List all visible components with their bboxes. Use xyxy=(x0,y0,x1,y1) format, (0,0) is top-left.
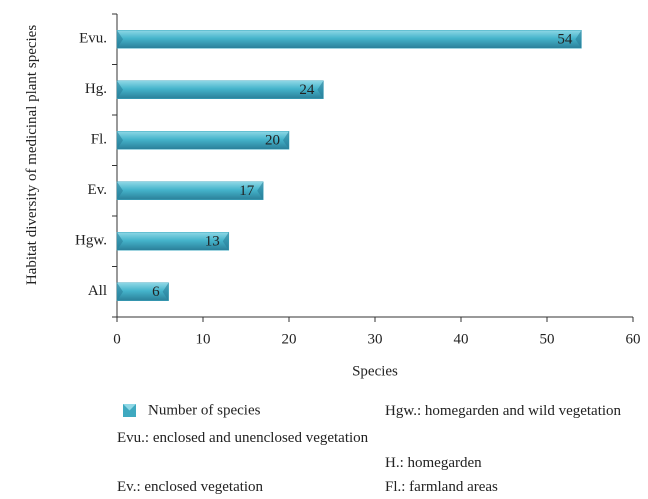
x-tick-label: 10 xyxy=(196,331,211,347)
x-tick-label: 20 xyxy=(282,331,297,347)
y-tick-label: All xyxy=(88,283,107,299)
note: Evu.: enclosed and unenclosed vegetation xyxy=(117,430,369,446)
note: Hgw.: homegarden and wild vegetation xyxy=(385,403,622,419)
x-tick-label: 50 xyxy=(540,331,555,347)
value-label: 54 xyxy=(557,32,573,48)
legend-label: Number of species xyxy=(148,402,261,418)
x-tick-label: 30 xyxy=(368,331,383,347)
value-label: 24 xyxy=(299,82,315,98)
bar-bevel xyxy=(317,80,324,99)
bar-bevel xyxy=(117,80,123,99)
bar-bevel xyxy=(575,30,582,49)
note: Ev.: enclosed vegetation xyxy=(117,479,264,495)
note: H.: homegarden xyxy=(385,455,482,471)
note: Fl.: farmland areas xyxy=(385,479,498,495)
bar-bevel xyxy=(117,131,123,150)
x-axis-label: Species xyxy=(352,363,398,379)
value-label: 20 xyxy=(265,133,280,149)
y-tick-label: Ev. xyxy=(88,182,107,198)
bar xyxy=(116,131,290,150)
bar-bevel xyxy=(117,282,123,301)
legend-swatch-bevel xyxy=(123,404,136,411)
bar-bevel xyxy=(222,232,229,251)
bar-bevel xyxy=(117,232,123,251)
y-axis-label: Habitat diversity of medicinal plant spe… xyxy=(24,24,40,286)
bar-bevel xyxy=(162,282,169,301)
bar-bevel xyxy=(117,30,123,49)
y-tick-label: Fl. xyxy=(91,132,107,148)
x-tick-label: 0 xyxy=(113,331,121,347)
value-label: 13 xyxy=(205,234,220,250)
value-label: 6 xyxy=(152,284,160,300)
bar-bevel xyxy=(283,131,289,150)
y-tick-label: Hgw. xyxy=(75,233,107,249)
bar-bevel xyxy=(117,181,123,200)
bar xyxy=(116,30,582,49)
value-label: 17 xyxy=(239,183,255,199)
bar xyxy=(116,80,324,99)
x-tick-label: 60 xyxy=(626,331,641,347)
y-tick-label: Evu. xyxy=(79,31,107,47)
bar-bevel xyxy=(257,181,264,200)
x-tick-label: 40 xyxy=(454,331,469,347)
y-tick-label: Hg. xyxy=(85,81,107,97)
bar xyxy=(116,282,169,301)
